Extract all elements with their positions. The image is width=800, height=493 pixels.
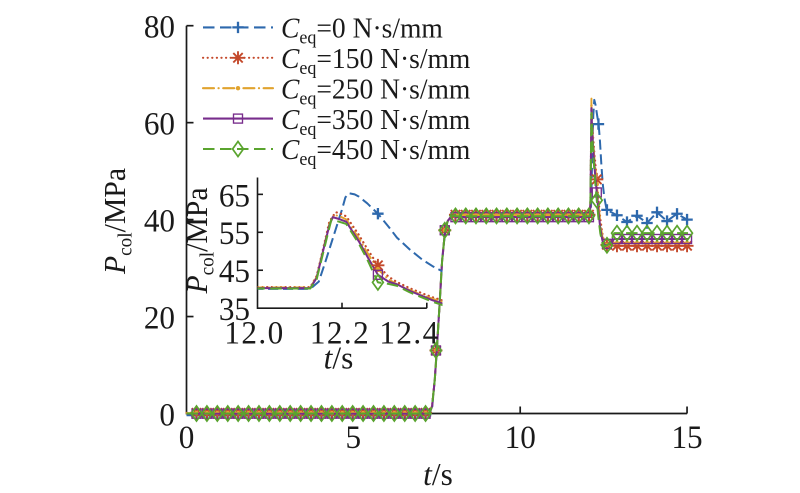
svg-text:t/s: t/s [324,340,354,375]
svg-text:Ceq=0 N·s/mm: Ceq=0 N·s/mm [281,13,443,49]
svg-text:Pcol/MPa: Pcol/MPa [179,187,218,295]
svg-text:0: 0 [179,419,195,455]
svg-text:5: 5 [346,419,362,455]
svg-text:60: 60 [144,106,175,142]
svg-text:65: 65 [219,178,250,214]
svg-text:45: 45 [219,254,250,290]
svg-text:35: 35 [219,292,250,328]
svg-text:40: 40 [144,203,175,239]
svg-text:10: 10 [505,419,536,455]
svg-text:15: 15 [671,419,702,455]
svg-text:Ceq=350 N·s/mm: Ceq=350 N·s/mm [281,104,470,140]
svg-text:12.4: 12.4 [379,315,439,351]
svg-text:12.2: 12.2 [310,315,370,351]
svg-text:Ceq=250 N·s/mm: Ceq=250 N·s/mm [281,74,470,110]
svg-text:Ceq=450 N·s/mm: Ceq=450 N·s/mm [281,135,470,171]
svg-text:12.0: 12.0 [224,315,284,351]
svg-text:t/s: t/s [423,457,453,492]
svg-text:80: 80 [144,9,175,45]
svg-text:Pcol/MPa: Pcol/MPa [97,167,136,275]
svg-text:0: 0 [159,397,175,433]
svg-text:20: 20 [144,300,175,336]
svg-text:Ceq=150 N·s/mm: Ceq=150 N·s/mm [281,43,470,79]
svg-text:55: 55 [219,216,250,252]
